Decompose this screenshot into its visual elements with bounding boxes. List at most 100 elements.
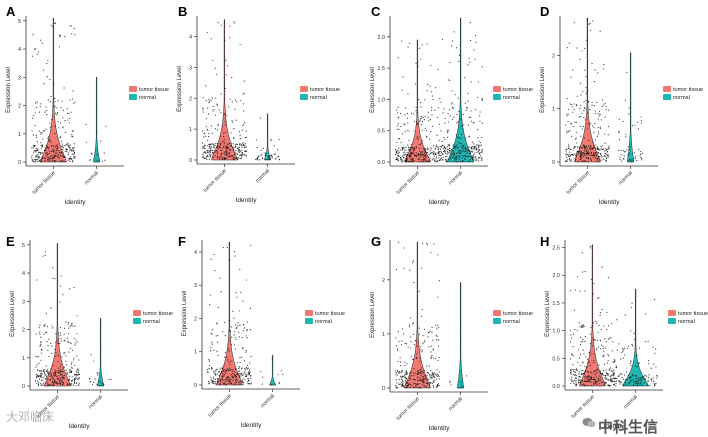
data-point — [575, 131, 577, 133]
data-point — [408, 149, 411, 151]
data-point — [71, 367, 73, 369]
data-point — [73, 381, 76, 384]
data-point — [230, 378, 232, 380]
data-point — [574, 121, 576, 123]
data-point — [240, 99, 242, 102]
y-tick-label: 4 — [194, 250, 197, 256]
data-point — [476, 96, 479, 99]
data-point — [420, 367, 423, 369]
data-point — [75, 382, 78, 384]
data-point — [566, 132, 568, 134]
data-point — [643, 378, 646, 380]
data-point — [580, 325, 583, 327]
data-point — [584, 149, 586, 151]
data-point — [425, 149, 427, 151]
data-point — [432, 375, 434, 378]
data-point — [427, 152, 429, 154]
data-point — [458, 156, 461, 158]
data-point — [234, 371, 236, 373]
data-point — [440, 101, 442, 103]
data-point — [587, 371, 589, 373]
data-point — [430, 109, 433, 111]
data-point — [568, 153, 570, 156]
data-point — [594, 139, 597, 141]
data-point — [628, 383, 630, 385]
data-point — [598, 364, 600, 366]
data-point — [60, 374, 62, 376]
data-point — [440, 130, 442, 132]
data-point — [401, 159, 403, 161]
data-point — [436, 160, 439, 163]
data-point — [598, 156, 600, 158]
data-point — [400, 365, 402, 367]
data-point — [221, 378, 223, 380]
data-point — [458, 60, 460, 63]
data-point — [229, 381, 231, 383]
data-point — [239, 380, 241, 383]
data-point — [62, 160, 64, 162]
data-point — [578, 357, 581, 359]
data-point — [240, 383, 242, 386]
data-point — [461, 150, 463, 152]
data-point — [401, 40, 403, 42]
data-point — [605, 108, 607, 111]
data-point — [431, 148, 433, 150]
data-point — [630, 377, 632, 379]
legend-swatch-normal — [305, 318, 313, 324]
data-point — [35, 136, 38, 138]
data-point — [431, 331, 433, 333]
data-point — [420, 315, 423, 317]
data-point — [647, 384, 649, 386]
data-point — [60, 275, 62, 277]
data-point — [417, 61, 419, 63]
data-point — [423, 378, 425, 381]
data-point — [566, 153, 568, 156]
data-point — [412, 323, 414, 325]
data-point — [425, 148, 427, 150]
data-point — [208, 100, 211, 103]
data-point — [56, 107, 58, 109]
data-point — [244, 121, 246, 123]
data-point — [32, 117, 34, 119]
data-point — [235, 324, 237, 326]
legend-label-normal: normal — [315, 319, 332, 325]
data-point — [444, 117, 446, 120]
data-point — [228, 259, 230, 261]
data-point — [220, 24, 222, 26]
data-point — [405, 343, 408, 345]
data-point — [417, 123, 419, 125]
data-point — [448, 150, 451, 152]
data-point — [59, 377, 62, 379]
data-point — [593, 381, 595, 383]
data-point — [216, 322, 218, 324]
data-point — [52, 382, 55, 384]
data-point — [433, 151, 435, 153]
data-point — [419, 143, 422, 146]
data-point — [588, 23, 590, 25]
data-point — [68, 332, 70, 335]
data-point — [246, 367, 248, 369]
data-point — [468, 57, 470, 60]
data-point — [435, 160, 438, 162]
data-point — [582, 369, 584, 372]
data-point — [602, 155, 604, 158]
data-point — [62, 147, 64, 149]
data-point — [416, 373, 419, 375]
data-point — [399, 357, 401, 359]
violin-tumor — [579, 244, 606, 387]
data-point — [584, 372, 586, 374]
data-point — [245, 350, 247, 352]
data-point — [62, 294, 64, 296]
data-point — [234, 383, 237, 385]
data-point — [227, 148, 229, 150]
data-point — [228, 350, 230, 352]
data-point — [569, 103, 571, 105]
data-point — [211, 156, 214, 158]
data-point — [54, 156, 56, 158]
data-point — [414, 340, 416, 342]
data-point — [623, 158, 625, 160]
data-point — [431, 326, 433, 329]
data-point — [397, 371, 399, 373]
data-point — [44, 111, 46, 113]
data-point — [223, 113, 225, 115]
